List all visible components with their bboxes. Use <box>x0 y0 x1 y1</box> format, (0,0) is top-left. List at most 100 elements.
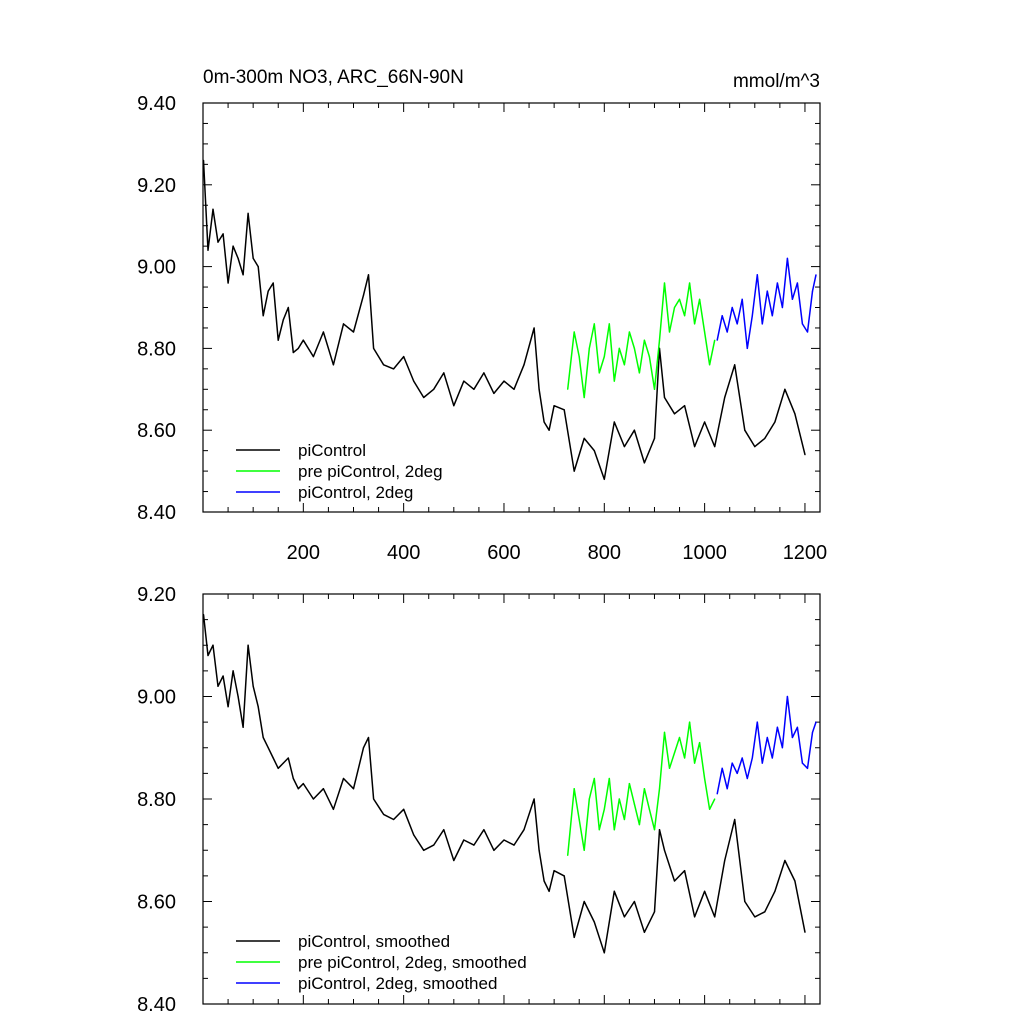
top-chart-panel: 0m-300m NO3, ARC_66N-90N mmol/m^3 8.408.… <box>137 67 827 564</box>
data-point <box>628 783 631 785</box>
data-point <box>754 446 756 448</box>
x-tick-label: 1000 <box>682 542 727 564</box>
data-point <box>503 380 505 382</box>
data-point <box>257 706 259 708</box>
data-point <box>413 380 415 382</box>
y-tick-label: 8.40 <box>137 994 176 1016</box>
data-point <box>726 331 728 333</box>
data-point <box>714 798 716 800</box>
data-point <box>573 936 575 939</box>
data-point <box>714 916 716 918</box>
data-point <box>593 323 595 325</box>
y-tick-label: 9.20 <box>137 584 176 606</box>
data-point <box>668 767 671 769</box>
legend-label: pre piControl, 2deg, smoothed <box>298 953 527 972</box>
data-point <box>726 788 728 790</box>
data-point <box>393 368 395 370</box>
data-point <box>815 274 817 276</box>
x-tick-label: 400 <box>387 542 420 564</box>
data-point <box>658 829 661 831</box>
data-point <box>746 347 748 349</box>
series-line <box>716 257 817 350</box>
series-line <box>716 695 817 795</box>
plot-frame-top <box>202 102 821 513</box>
data-point <box>227 706 229 708</box>
data-point <box>433 844 435 846</box>
data-point <box>302 339 304 341</box>
data-point <box>217 685 219 687</box>
data-point <box>746 777 748 780</box>
data-point <box>383 813 385 816</box>
data-point <box>548 890 550 892</box>
data-point <box>242 274 244 276</box>
data-point <box>232 245 234 247</box>
data-point <box>801 323 804 325</box>
data-point <box>252 685 254 687</box>
data-point <box>563 875 565 877</box>
data-point <box>811 290 814 292</box>
data-point <box>724 859 726 862</box>
data-point <box>736 772 738 775</box>
data-point <box>252 257 254 259</box>
data-point <box>583 900 585 903</box>
data-point <box>513 388 515 390</box>
data-point <box>267 290 269 292</box>
y-tick-label: 8.60 <box>137 892 176 914</box>
data-point <box>608 323 610 325</box>
axis-ticks-bottom: 8.40 8.60 8.80 9.00 9.20 <box>137 584 820 1016</box>
x-tick-label: 600 <box>487 542 520 564</box>
data-point <box>638 372 641 374</box>
data-point <box>801 762 804 764</box>
data-point <box>673 880 676 882</box>
data-point <box>771 757 773 759</box>
data-point <box>633 900 636 903</box>
data-point <box>277 767 279 769</box>
data-point <box>678 736 681 739</box>
data-point <box>764 911 766 913</box>
axis-ticks-top: 8.40 8.60 8.80 9.00 9.20 9.40 200 400 600 800 1000… <box>137 93 827 564</box>
series-line <box>202 614 806 954</box>
data-point <box>598 372 600 374</box>
data-point <box>694 323 696 325</box>
data-point <box>483 829 485 831</box>
data-point <box>794 880 796 882</box>
data-point <box>247 644 249 646</box>
data-point <box>796 282 799 284</box>
data-point <box>567 388 569 390</box>
data-point <box>538 849 540 851</box>
data-point <box>784 859 786 862</box>
data-point <box>684 405 686 407</box>
data-point <box>297 347 299 349</box>
data-point <box>648 356 651 358</box>
data-point <box>704 421 706 423</box>
data-point <box>804 454 806 456</box>
data-point <box>613 829 615 831</box>
data-point <box>207 249 209 251</box>
legend-label: piControl <box>298 441 366 460</box>
data-point <box>663 731 666 734</box>
data-point <box>322 788 324 790</box>
data-point <box>716 793 718 795</box>
data-point <box>709 364 711 366</box>
data-point <box>287 757 289 759</box>
data-point <box>553 870 555 872</box>
legend-bottom: piControl, smoothed pre piControl, 2deg, … <box>236 932 527 993</box>
legend-top: piControl pre piControl, 2deg piControl, 2… <box>236 441 443 502</box>
data-point <box>721 767 723 769</box>
data-point <box>292 351 294 354</box>
data-point <box>403 356 405 358</box>
data-point <box>734 818 736 821</box>
data-point <box>694 762 696 764</box>
data-point <box>583 396 585 399</box>
y-tick-label: 8.80 <box>137 789 176 811</box>
data-point <box>212 208 214 210</box>
data-point <box>267 747 269 749</box>
data-point <box>811 731 814 734</box>
series-line <box>202 160 806 481</box>
series-lines-top <box>202 159 817 481</box>
data-point <box>704 777 706 780</box>
y-tick-label: 9.00 <box>137 257 176 279</box>
data-point <box>312 798 314 800</box>
data-point <box>663 396 666 399</box>
data-point <box>633 803 636 805</box>
